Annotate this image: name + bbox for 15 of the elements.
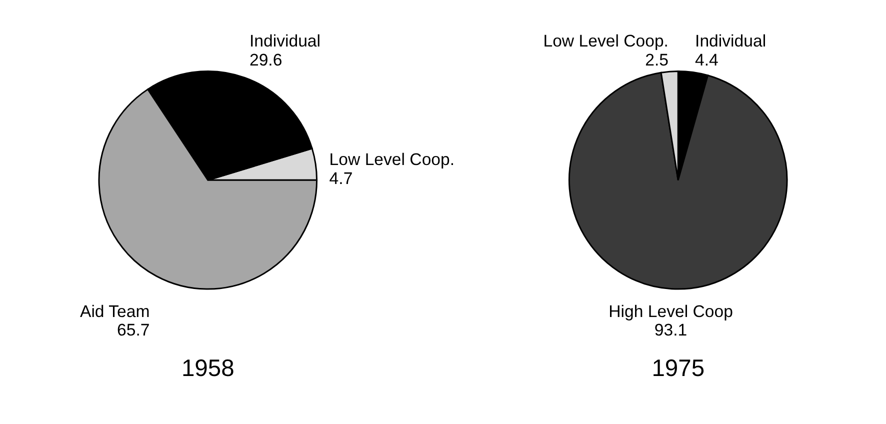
pie-slice: [568, 72, 788, 290]
slice-label: Low Level Coop.: [543, 32, 668, 50]
data-label: 4.4: [695, 50, 718, 70]
data-label: 29.6: [249, 50, 282, 70]
data-label: 65.7: [117, 320, 150, 340]
text: 1958: [181, 355, 234, 382]
data-label: 4.7: [329, 168, 353, 188]
data-label: 2.5: [645, 50, 668, 70]
text: 1975: [652, 355, 705, 382]
slice-label: High Level Coop: [608, 302, 733, 321]
slice-label: Individual: [695, 32, 766, 50]
slice-label: Individual: [249, 32, 321, 50]
slice-label: Aid Team: [80, 302, 150, 321]
slice-label: Low Level Coop.: [329, 150, 455, 170]
data-label: 93.1: [654, 320, 688, 340]
